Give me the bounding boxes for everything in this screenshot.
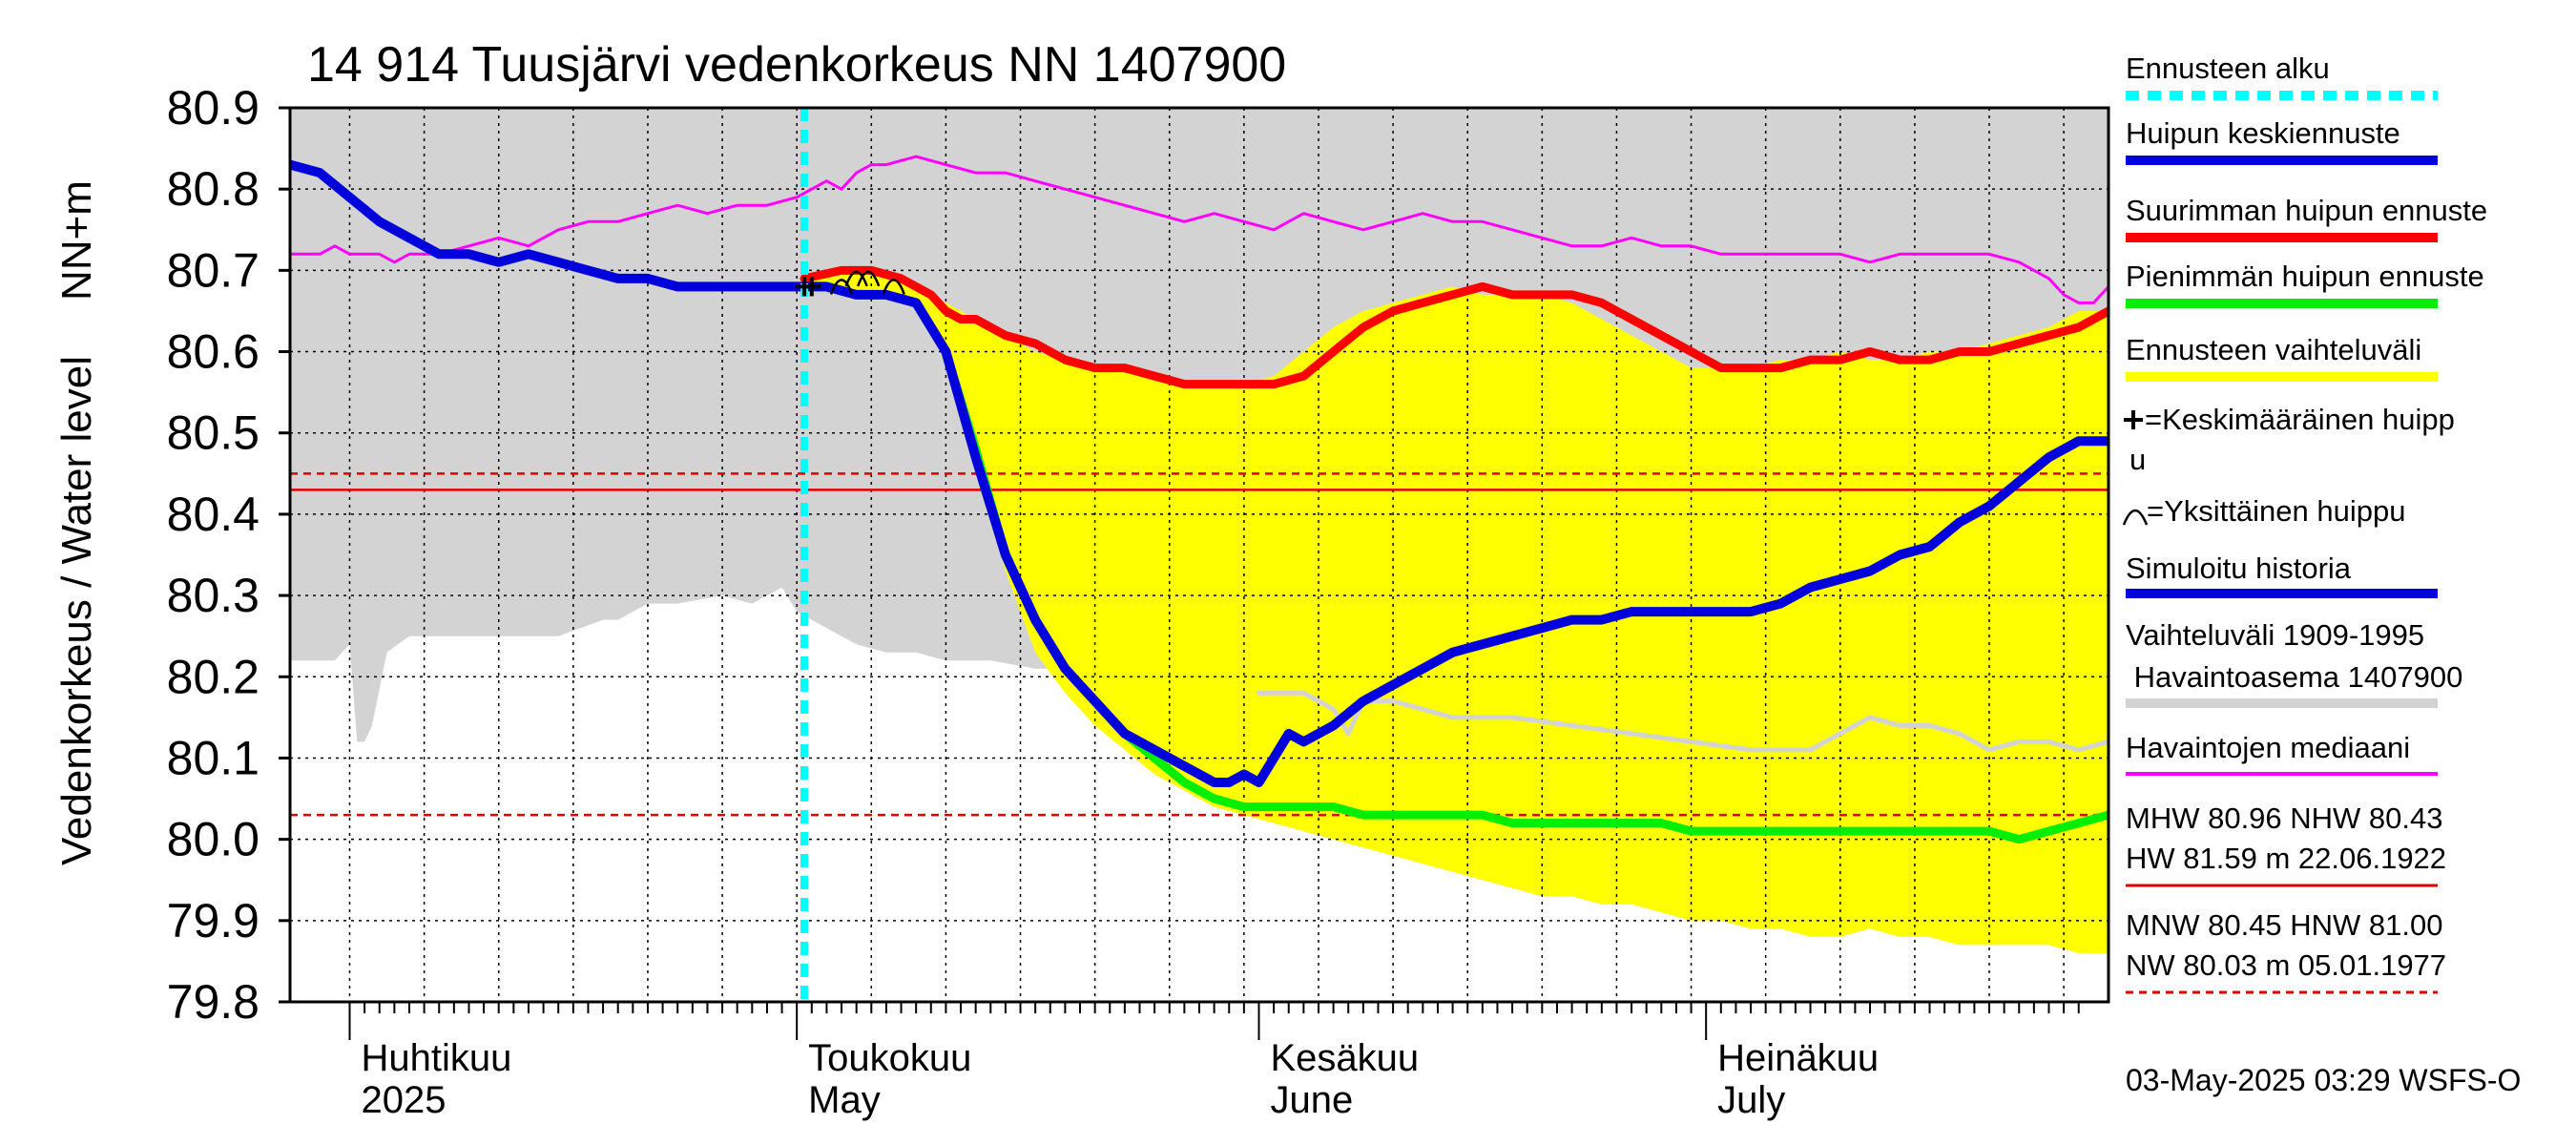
single-peak-marker (856, 270, 881, 287)
legend-label: Ennusteen vaihteluväli (2126, 333, 2421, 366)
plot-area (288, 106, 2110, 1004)
legend-label: Havaintoasema 1407900 (2126, 660, 2462, 694)
x-month-sublabel: May (808, 1079, 881, 1121)
x-month-sublabel: July (1717, 1079, 1785, 1121)
chart-title: 14 914 Tuusjärvi vedenkorkeus NN 1407900 (307, 37, 1286, 93)
y-tick-label: 80.5 (167, 406, 260, 460)
station-median-line (1257, 690, 2109, 753)
max-peak-forecast-line (800, 265, 2109, 389)
y-tick-label: 79.8 (167, 975, 260, 1029)
legend-label: Huipun keskiennuste (2126, 116, 2400, 150)
single-peak-marker (882, 279, 905, 295)
forecast-range-band (804, 270, 2109, 953)
y-tick-label: 80.7 (167, 243, 260, 297)
mean-peak-forecast-line (290, 159, 2109, 787)
y-tick-label: 80.6 (167, 325, 260, 379)
legend-label: Ennusteen alku (2126, 52, 2330, 85)
x-month-label: Kesäkuu (1270, 1037, 1419, 1079)
legend-label: Suurimman huipun ennuste (2126, 194, 2487, 227)
x-month-label: Toukokuu (808, 1037, 971, 1079)
y-tick-label: 80.3 (167, 569, 260, 622)
footer-timestamp: 03-May-2025 03:29 WSFS-O (2126, 1063, 2521, 1097)
legend-stats: MHW 80.96 NHW 80.43 (2126, 802, 2443, 835)
y-tick-label: 80.8 (167, 162, 260, 216)
legend-average-peak-marker (2124, 410, 2143, 429)
legend-label: =Keskimääräinen huipp (2145, 403, 2455, 436)
axes: 80.9 80.8 80.7 80.6 80.5 80.4 80.3 80.2 80.1 80.0… (167, 81, 2080, 1121)
y-tick-label: 79.9 (167, 894, 260, 947)
legend-stats: HW 81.59 m 22.06.1922 (2126, 842, 2446, 875)
legend-label: Simuloitu historia (2126, 552, 2352, 585)
y-tick-label: 80.9 (167, 81, 260, 135)
legend-single-peak-marker (2122, 509, 2149, 526)
single-peak-marker (829, 279, 854, 295)
grid (290, 108, 2109, 1002)
x-month-sublabel: 2025 (361, 1079, 446, 1121)
y-tick-label: 80.0 (167, 813, 260, 866)
legend: Ennusteen alku Huipun keskiennuste Suurimm… (2122, 52, 2487, 994)
legend-label: Havaintojen mediaani (2126, 731, 2410, 764)
median-line (290, 155, 2109, 304)
average-peak-marker (801, 277, 821, 297)
legend-label: Vaihteluväli 1909-1995 (2126, 618, 2424, 652)
legend-label: =Yksittäinen huippu (2147, 494, 2405, 528)
y-axis-unit-label: NN+m (53, 180, 100, 301)
legend-stats: NW 80.03 m 05.01.1977 (2126, 948, 2446, 982)
y-tick-label: 80.1 (167, 731, 260, 784)
legend-label: u (2129, 443, 2146, 476)
x-month-label: Heinäkuu (1717, 1037, 1879, 1079)
x-month-label: Huhtikuu (361, 1037, 511, 1079)
x-month-sublabel: June (1270, 1079, 1353, 1121)
y-tick-label: 80.4 (167, 488, 260, 541)
y-tick-label: 80.2 (167, 650, 260, 703)
legend-stats: MNW 80.45 HNW 81.00 (2126, 908, 2443, 942)
single-peak-marker (844, 270, 868, 287)
legend-label: Pienimmän huipun ennuste (2126, 260, 2484, 293)
y-axis-label: Vedenkorkeus / Water level (53, 356, 100, 865)
